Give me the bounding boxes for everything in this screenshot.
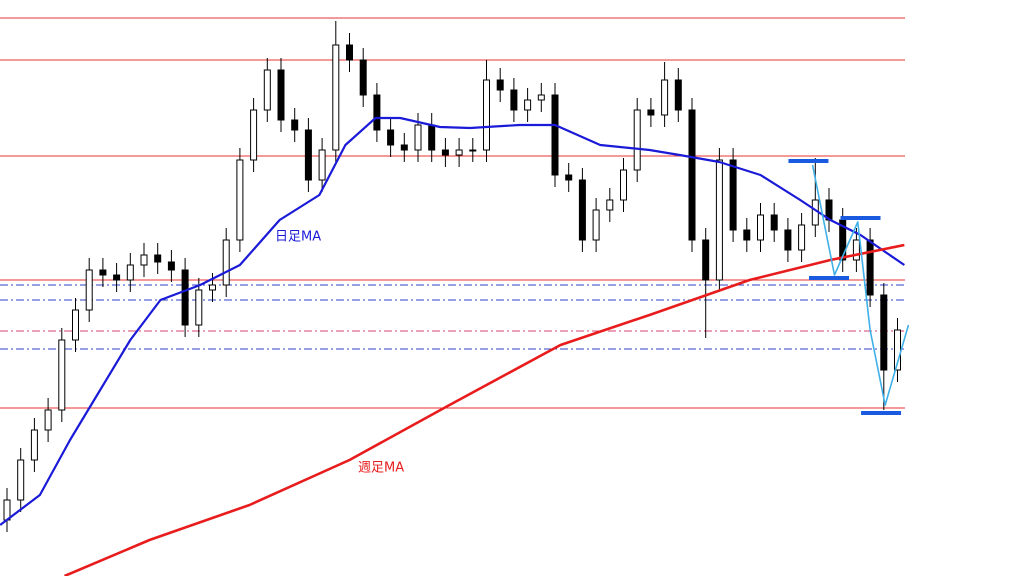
candle-body	[592, 209, 600, 241]
candle-body	[729, 159, 737, 231]
candle-body	[551, 94, 559, 176]
candle-body	[784, 229, 792, 251]
candle-body	[400, 144, 408, 151]
candle-body	[441, 149, 449, 156]
candle-body	[620, 169, 627, 201]
candle-body	[318, 149, 326, 181]
candle-body	[222, 239, 230, 286]
candle-body	[798, 224, 806, 251]
candle-body	[304, 129, 312, 181]
candle-body	[469, 149, 477, 152]
candle-body	[688, 109, 696, 241]
candle-body	[674, 79, 682, 111]
candle-body	[770, 214, 778, 231]
candle-body	[113, 274, 121, 281]
candle-body	[44, 409, 52, 431]
candle-body	[455, 149, 463, 156]
candle-body	[332, 44, 340, 151]
candle-body	[263, 69, 271, 111]
candle-body	[880, 294, 888, 371]
candle-body	[277, 69, 285, 121]
zigzag-line	[811, 164, 910, 406]
candle-body	[633, 109, 641, 171]
candle-body	[852, 239, 860, 261]
candle-body	[483, 79, 490, 151]
candle-body	[715, 159, 723, 281]
candle-body	[866, 239, 874, 296]
candle-body	[510, 89, 518, 111]
candle-body	[85, 269, 93, 311]
candle-body	[236, 159, 244, 241]
candle-body	[291, 119, 299, 131]
candle-body	[373, 94, 381, 131]
candle-body	[58, 339, 66, 411]
candle-body	[99, 269, 107, 276]
candle-body	[154, 254, 162, 263]
candle-body	[524, 99, 532, 111]
candle-body	[30, 429, 38, 461]
candle-body	[167, 261, 175, 271]
candle-body	[140, 254, 148, 266]
candle-body	[359, 59, 367, 96]
candle-body	[565, 174, 573, 181]
candle-body	[496, 79, 504, 91]
ma-line	[0, 116, 905, 526]
ma-label: 週足MA	[358, 461, 404, 476]
candle-body	[743, 229, 751, 241]
candle-body	[250, 109, 258, 161]
candle-body	[346, 44, 353, 61]
candle-body	[72, 309, 79, 341]
candle-body	[578, 179, 586, 241]
candle-body	[661, 79, 669, 116]
candle-body	[537, 94, 545, 101]
candle-body	[647, 109, 655, 116]
candle-body	[387, 129, 395, 146]
candle-body	[428, 124, 436, 151]
candle-body	[414, 124, 422, 151]
ma-label: 日足MA	[275, 230, 321, 245]
candle-body	[195, 289, 203, 326]
candle-body	[181, 269, 189, 326]
candle-body	[606, 199, 614, 211]
candle-body	[702, 239, 710, 281]
ma-line	[64, 243, 905, 576]
candle-body	[209, 284, 216, 291]
candle-body	[126, 264, 134, 281]
candle-body	[17, 459, 25, 501]
candle-body	[757, 214, 764, 241]
